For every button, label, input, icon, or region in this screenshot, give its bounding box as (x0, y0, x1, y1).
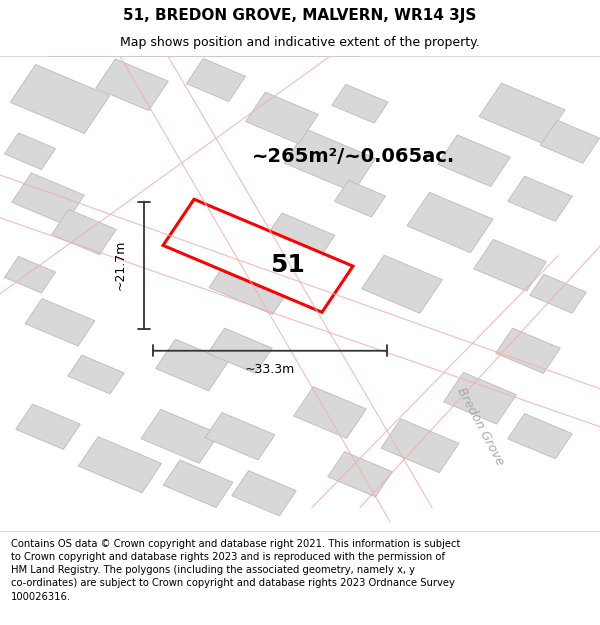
Text: ~21.7m: ~21.7m (113, 240, 127, 291)
Polygon shape (205, 412, 275, 460)
Polygon shape (68, 355, 124, 394)
Polygon shape (479, 83, 565, 143)
Text: 51, BREDON GROVE, MALVERN, WR14 3JS: 51, BREDON GROVE, MALVERN, WR14 3JS (124, 8, 476, 23)
Polygon shape (332, 84, 388, 123)
Polygon shape (496, 328, 560, 373)
Polygon shape (208, 328, 272, 373)
Polygon shape (437, 135, 511, 187)
Polygon shape (334, 181, 386, 217)
Polygon shape (79, 437, 161, 493)
Polygon shape (25, 299, 95, 346)
Polygon shape (187, 59, 245, 101)
Polygon shape (232, 471, 296, 516)
Polygon shape (443, 372, 517, 424)
Polygon shape (284, 129, 376, 192)
Polygon shape (541, 120, 599, 163)
Polygon shape (141, 409, 219, 463)
Text: Contains OS data © Crown copyright and database right 2021. This information is : Contains OS data © Crown copyright and d… (11, 539, 460, 601)
Text: Map shows position and indicative extent of the property.: Map shows position and indicative extent… (120, 36, 480, 49)
Polygon shape (11, 173, 85, 224)
Polygon shape (328, 452, 392, 497)
Polygon shape (155, 339, 229, 391)
Polygon shape (293, 387, 367, 438)
Polygon shape (381, 419, 459, 472)
Text: Bredon Grove: Bredon Grove (454, 386, 506, 468)
Polygon shape (163, 199, 353, 312)
Polygon shape (508, 414, 572, 459)
Text: 51: 51 (271, 253, 305, 278)
Text: ~33.3m: ~33.3m (245, 363, 295, 376)
Text: ~265m²/~0.065ac.: ~265m²/~0.065ac. (252, 146, 455, 166)
Polygon shape (362, 255, 442, 313)
Polygon shape (473, 239, 547, 291)
Polygon shape (508, 176, 572, 221)
Polygon shape (163, 460, 233, 508)
Polygon shape (209, 254, 295, 314)
Polygon shape (265, 213, 335, 261)
Polygon shape (530, 274, 586, 313)
Polygon shape (16, 404, 80, 449)
Polygon shape (95, 59, 169, 111)
Polygon shape (52, 209, 116, 254)
Polygon shape (4, 133, 56, 169)
Polygon shape (4, 256, 56, 293)
Polygon shape (10, 64, 110, 134)
Polygon shape (407, 192, 493, 253)
Polygon shape (245, 92, 319, 144)
